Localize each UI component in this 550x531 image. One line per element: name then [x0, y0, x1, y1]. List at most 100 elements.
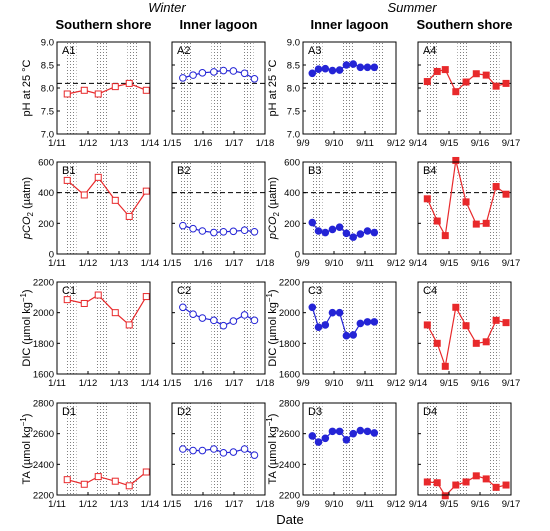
data-point-r2c2-5	[219, 227, 228, 236]
data-point-r1c3-2	[314, 65, 323, 73]
panel-d1: D1 2200 2400 2600 2800 1/11 1/12 1/13 1/14	[33, 399, 159, 511]
y-tick-label-r3c1-1: 1600	[33, 370, 54, 381]
column-title-4: Southern shore	[416, 17, 512, 32]
data-point-r3c4-1	[423, 321, 431, 329]
shaded-band-r4c4-3	[488, 403, 500, 495]
data-point-r4c4-4	[452, 481, 460, 489]
x-tick-label-r3c2-1: 1/15	[163, 378, 182, 389]
x-tick-label-r1c3-4: 9/12	[387, 138, 406, 149]
data-point-r4c4-1	[423, 478, 431, 486]
data-point-r4c1-6	[142, 468, 150, 476]
data-point-r1c3-8	[356, 63, 365, 72]
shaded-band-r1c4-1	[426, 42, 438, 134]
y-tick-label-r1c1-5: 9.0	[41, 38, 54, 49]
y-tick-label-r1c3-3: 8.0	[287, 84, 300, 95]
data-point-r1c4-5	[462, 78, 470, 86]
y-tick-label-r2c1-1: 0	[49, 250, 54, 261]
x-tick-label-r4c4-3: 9/16	[471, 499, 490, 510]
data-point-r1c3-4	[328, 66, 337, 75]
data-point-r3c1-5	[125, 321, 133, 329]
x-tick-label-r4c1-3: 1/13	[110, 499, 129, 510]
data-point-r4c2-6	[229, 448, 238, 456]
data-point-r2c4-8	[492, 183, 500, 191]
data-point-r2c4-1	[423, 195, 431, 203]
panel-label-a2: A2	[177, 45, 190, 57]
x-tick-label-r2c1-4: 1/14	[141, 258, 160, 269]
column-title-2: Inner lagoon	[180, 17, 258, 32]
data-point-r1c4-3	[441, 66, 449, 74]
y-tick-label-r1c3-5: 9.0	[287, 38, 300, 49]
panel-d2: D2 1/15 1/16 1/17 1/18	[163, 402, 274, 510]
x-tick-label-r3c3-1: 9/9	[296, 378, 309, 389]
shaded-band-r1c3-2	[342, 42, 354, 134]
shaded-band-r3c3-3	[373, 282, 385, 374]
x-axis-label: Date	[276, 512, 303, 527]
data-point-r1c2-4	[210, 68, 218, 76]
data-point-r2c2-7	[240, 226, 249, 235]
data-point-r1c2-1	[179, 74, 187, 82]
data-point-r2c3-10	[370, 228, 379, 237]
shaded-band-r1c2-1	[180, 42, 192, 134]
panel-frame-r3c4	[417, 281, 512, 375]
data-point-r3c4-5	[462, 322, 470, 330]
x-tick-label-r2c4-2: 9/15	[440, 258, 459, 269]
panel-label-c4: C4	[423, 285, 437, 297]
y-tick-label-r2c3-4: 600	[284, 158, 300, 169]
shaded-band-r1c1-2	[96, 42, 108, 134]
panel-label-a3: A3	[308, 45, 321, 57]
x-tick-label-r1c4-4: 9/17	[502, 138, 521, 149]
data-point-r1c4-2	[433, 67, 441, 75]
data-point-r2c1-5	[125, 212, 133, 220]
y-tick-label-r1c1-2: 7.5	[41, 107, 54, 118]
data-point-r3c4-8	[492, 316, 500, 324]
data-point-r3c1-2	[80, 299, 88, 307]
y-axis-label-row4-side2: TA (µmol kg−1)	[265, 414, 279, 485]
x-tick-label-r1c1-3: 1/13	[110, 138, 129, 149]
shaded-band-r2c2-2	[211, 162, 223, 254]
data-point-r3c3-2	[314, 323, 323, 332]
x-tick-label-r1c2-1: 1/15	[163, 138, 182, 149]
y-tick-label-r2c3-3: 400	[284, 188, 300, 199]
panel-frame-r2c1	[56, 161, 151, 255]
shaded-band-r3c1-2	[96, 282, 108, 374]
y-tick-label-r4c3-1: 2200	[279, 491, 300, 502]
data-point-r2c3-2	[314, 227, 323, 235]
data-point-r3c2-1	[179, 303, 187, 312]
column-title-3: Inner lagoon	[311, 17, 389, 32]
data-point-r2c4-2	[433, 217, 441, 225]
panel-a4: A4 9/14 9/15 9/16 9/17	[409, 41, 521, 149]
shaded-band-r1c1-1	[65, 42, 77, 134]
x-tick-label-r4c2-2: 1/16	[194, 499, 213, 510]
shaded-band-r1c2-3	[242, 42, 254, 134]
shaded-band-r3c1-1	[65, 282, 77, 374]
data-point-r3c3-9	[363, 318, 372, 326]
x-tick-label-r2c1-3: 1/13	[110, 258, 129, 269]
y-tick-label-r2c1-2: 200	[38, 219, 54, 230]
data-point-r2c2-1	[179, 221, 187, 230]
data-point-r2c3-4	[328, 225, 337, 234]
data-point-r1c2-3	[198, 69, 207, 77]
x-tick-label-r4c4-2: 9/15	[440, 499, 459, 510]
x-tick-label-r3c3-4: 9/12	[387, 378, 406, 389]
shaded-band-r1c3-3	[373, 42, 385, 134]
shaded-band-r4c3-3	[373, 403, 385, 495]
panel-c3: C3 1600 1800 2000 2200 9/9 9/10 9/11 9/12	[279, 278, 405, 390]
panel-label-c2: C2	[177, 285, 191, 297]
y-axis-label-row3-side1: DIC (µmol kg−1)	[19, 289, 33, 366]
shaded-band-r3c4-1	[426, 282, 438, 374]
x-tick-label-r1c1-1: 1/11	[48, 138, 66, 149]
data-point-r4c4-9	[502, 481, 510, 489]
x-tick-label-r4c3-2: 9/10	[325, 499, 344, 510]
y-tick-label-r3c3-2: 1800	[279, 339, 300, 350]
data-point-r3c3-1	[308, 303, 317, 312]
panel-a3: A3 7.0 7.5 8.0 8.5 9.0 9/9 9/10 9/11 9/12	[287, 38, 405, 150]
shaded-band-r2c4-3	[488, 162, 500, 254]
panel-b2: B2 1/15 1/16 1/17 1/18	[163, 161, 274, 269]
data-point-r4c4-5	[462, 478, 470, 486]
shaded-band-r2c1-3	[127, 162, 139, 254]
data-point-r3c3-4	[328, 308, 337, 317]
data-point-r1c1-4	[111, 83, 119, 91]
data-point-r4c3-9	[363, 427, 372, 436]
x-tick-label-r2c3-3: 9/11	[356, 258, 374, 269]
